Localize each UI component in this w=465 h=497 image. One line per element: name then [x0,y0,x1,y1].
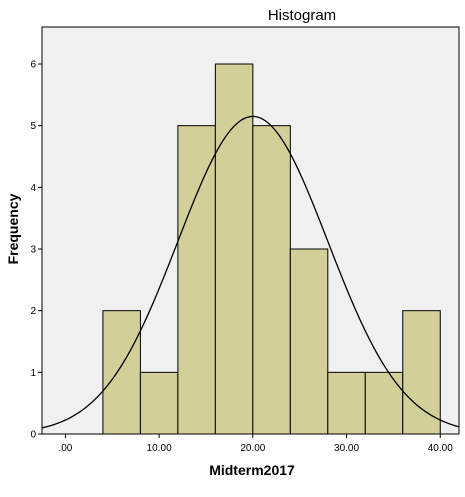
y-tick-label: 0 [30,430,36,441]
y-tick-label: 3 [30,245,36,256]
x-tick-label: 20.00 [240,443,265,454]
chart-title: Histogram [268,7,336,24]
histogram-bar [177,125,216,435]
histogram-bar [214,63,254,435]
y-tick-label: 6 [30,60,36,71]
y-tick-label: 1 [30,368,36,379]
normal-curve [41,115,460,429]
y-axis-ticks: 0 1 2 3 4 5 6 [30,60,42,441]
x-tick-label: 30.00 [334,443,359,454]
plot-frame [41,26,460,435]
histogram-bar [289,248,329,435]
histogram-bar [252,125,291,435]
y-axis-label: Frequency [5,193,21,264]
y-tick-label: 5 [30,121,36,132]
histogram-bar [327,371,366,435]
histogram-bar [364,371,404,435]
y-tick-label: 2 [30,306,36,317]
x-axis-ticks: .00 10.00 20.00 30.00 40.00 [58,434,453,454]
x-tick-label: 40.00 [428,443,453,454]
histogram-bar [139,371,179,435]
y-tick-label: 4 [30,183,36,194]
x-tick-label: 10.00 [147,443,172,454]
x-tick-label: .00 [58,443,72,454]
histogram-bars [102,63,441,435]
x-axis-label: Midterm2017 [209,462,295,478]
histogram-bar [102,310,141,435]
histogram-bar [402,310,441,435]
